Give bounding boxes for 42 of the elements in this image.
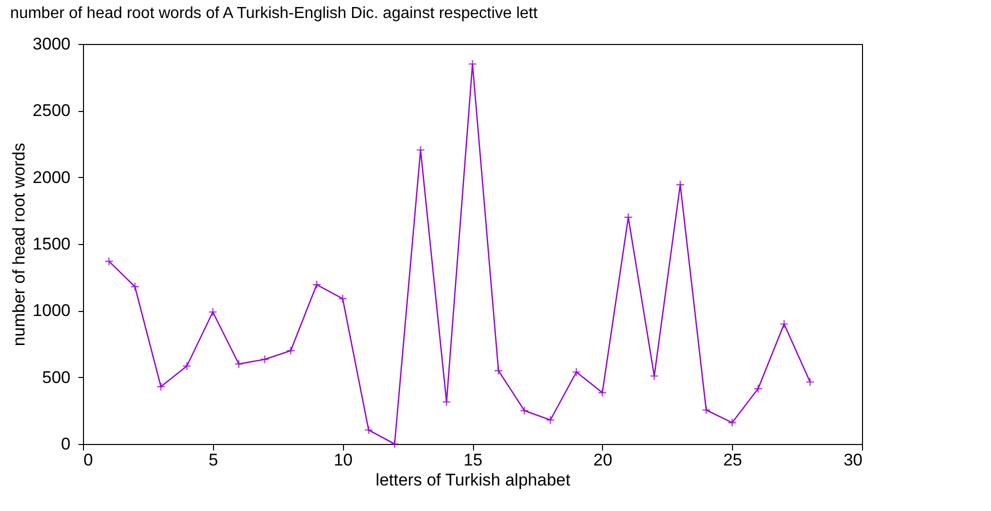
point [572,367,581,377]
point [182,361,192,371]
y-tick-label: 1500 [32,234,70,254]
point [780,319,789,329]
point [156,382,166,392]
point [312,280,322,290]
x-tick-label: 5 [208,450,218,470]
point [598,388,607,398]
x-tick-label: 30 [844,450,862,470]
x-axis-title: letters of Turkish alphabet [376,470,571,490]
y-tick-label: 1000 [32,301,70,320]
y-tick-label: 3000 [32,34,70,54]
point [728,418,737,428]
point [416,145,426,155]
chart-title: number of head root words of A Turkish-English Dic. against respective lett [10,5,538,22]
point [390,439,400,449]
point [130,282,140,292]
y-axis-title: number of head root words [10,142,29,346]
y-tick-label: 500 [42,368,70,387]
x-tick-label: 20 [593,450,612,470]
point [364,425,374,435]
point [494,366,503,376]
x-tick-label: 10 [334,450,353,470]
y-tick-label: 2000 [32,168,70,187]
x-tick-label: 15 [464,450,482,470]
point [546,415,555,425]
point [806,377,815,387]
point [104,256,114,266]
point [234,359,244,369]
point [208,307,218,317]
y-tick-label: 0 [61,434,70,454]
point [442,397,452,407]
x-tick-label: 0 [84,450,93,470]
point [702,405,711,415]
point [754,384,763,394]
x-tick-label: 25 [723,450,742,470]
point [468,59,478,69]
point [260,354,270,364]
y-tick-label: 2500 [32,101,70,120]
point [520,406,529,416]
point [338,294,348,304]
point [286,346,296,356]
